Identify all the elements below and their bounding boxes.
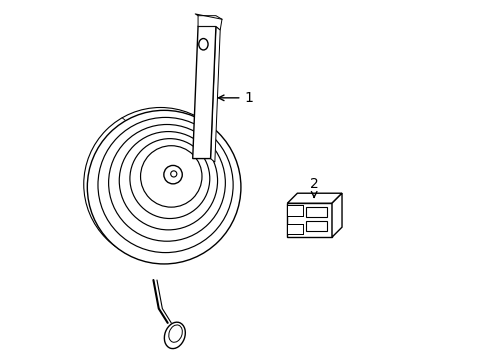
Polygon shape: [198, 16, 222, 30]
Text: 1: 1: [218, 91, 253, 105]
Ellipse shape: [87, 111, 241, 264]
Polygon shape: [287, 224, 303, 234]
Ellipse shape: [168, 325, 182, 342]
Polygon shape: [331, 193, 341, 237]
Polygon shape: [305, 221, 326, 231]
Ellipse shape: [164, 322, 185, 348]
Ellipse shape: [198, 39, 207, 50]
Polygon shape: [287, 205, 303, 216]
Polygon shape: [305, 207, 326, 217]
Text: 2: 2: [309, 177, 318, 197]
Polygon shape: [287, 203, 331, 237]
Ellipse shape: [83, 108, 237, 261]
Polygon shape: [192, 26, 216, 158]
Polygon shape: [210, 26, 220, 162]
Polygon shape: [287, 193, 341, 203]
